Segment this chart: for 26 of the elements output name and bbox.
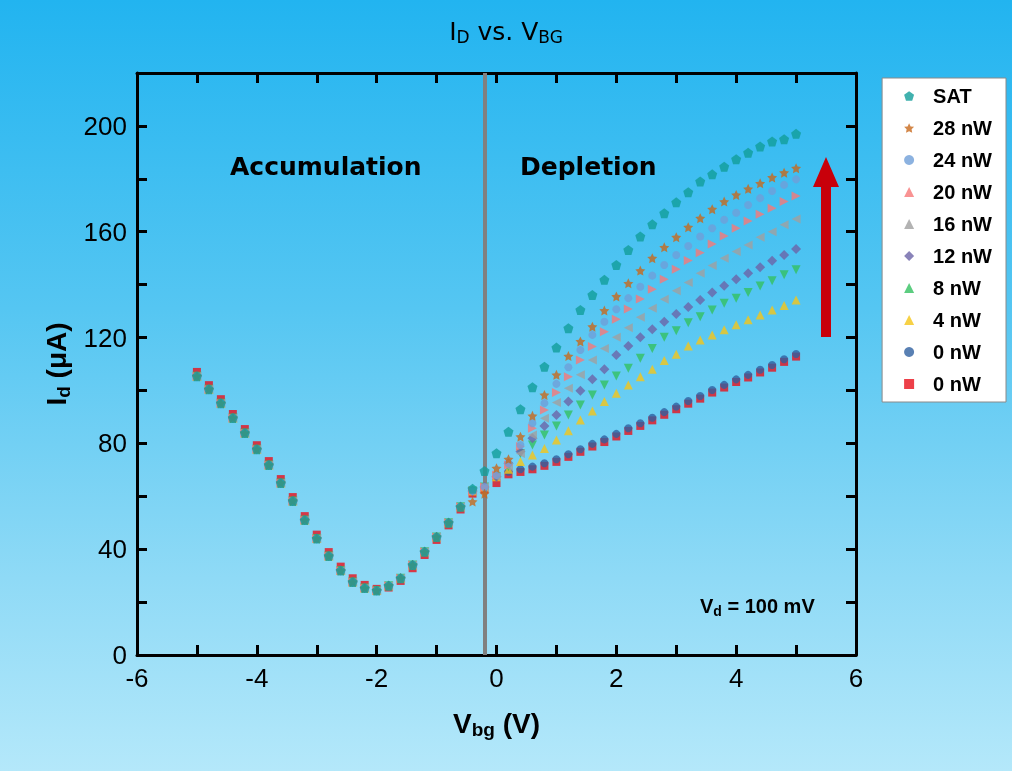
legend-label: 16 nW: [933, 213, 993, 235]
y-tick-label: 200: [83, 110, 127, 141]
legend-label: 0 nW: [933, 373, 981, 395]
y-tick-label: 160: [83, 216, 127, 247]
x-tick-label: 6: [848, 663, 864, 693]
legend-label: 28 nW: [933, 117, 993, 139]
annotation: Accumulation: [230, 152, 422, 181]
x-tick-label: 0: [489, 663, 504, 693]
x-tick-label: -6: [125, 663, 149, 693]
y-axis-title: Id (μA): [41, 322, 74, 406]
legend-label: 0 nW: [933, 341, 981, 363]
legend-label: SAT: [933, 85, 972, 107]
y-tick-label: 0: [112, 640, 127, 670]
legend-label: 24 nW: [933, 149, 993, 171]
x-tick-label: -2: [365, 663, 389, 693]
y-tick-label: 40: [98, 534, 127, 565]
annotation: Depletion: [520, 152, 657, 181]
x-tick-label: -4: [245, 663, 269, 693]
x-tick-label: 4: [728, 663, 744, 693]
legend-label: 8 nW: [933, 277, 981, 299]
y-tick-label: 80: [98, 428, 127, 459]
legend-label: 20 nW: [933, 181, 993, 203]
x-tick-label: 2: [609, 663, 624, 693]
legend-label: 4 nW: [933, 309, 981, 331]
y-tick-label: 120: [83, 322, 127, 353]
legend-label: 12 nW: [933, 245, 993, 267]
